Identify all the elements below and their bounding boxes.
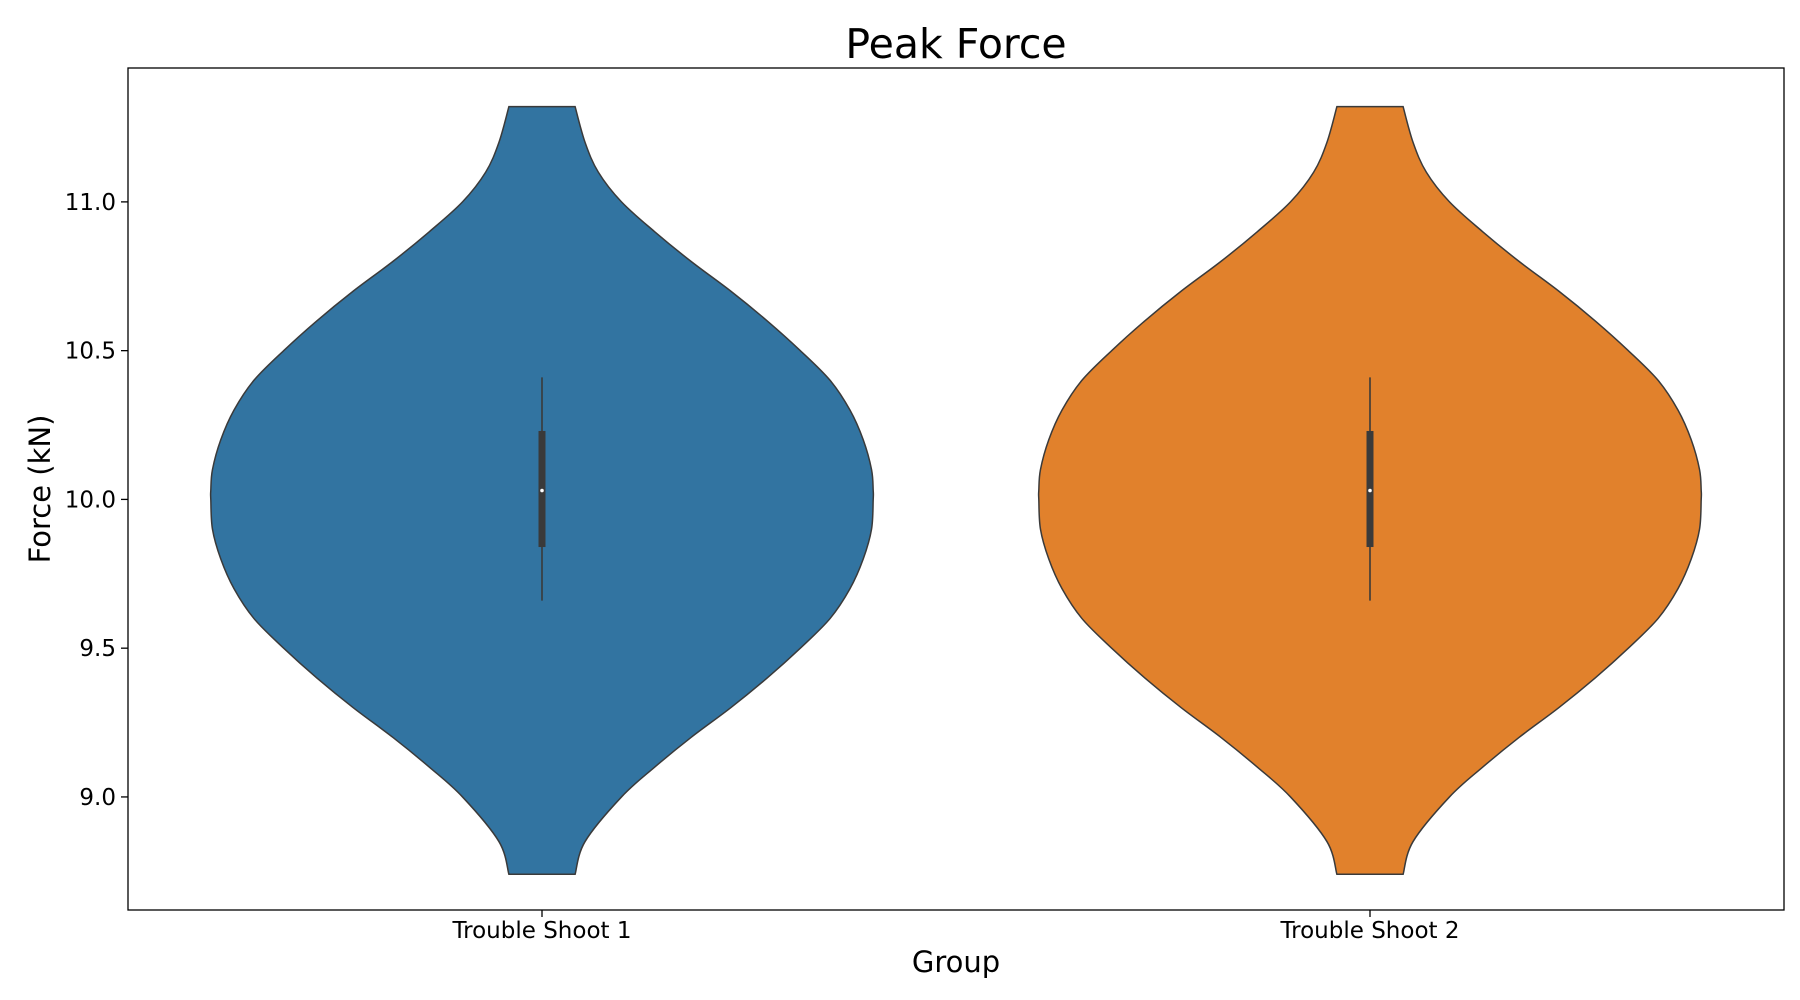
plot-frame — [127, 67, 1785, 911]
x-axis-label: Group — [912, 945, 1000, 979]
x-tick-label: Trouble Shoot 1 — [451, 918, 631, 944]
y-tick-label: 9.0 — [79, 785, 116, 811]
violins-layer — [209, 105, 1703, 876]
violin-median-point — [1368, 488, 1372, 493]
y-tick-label: 10.5 — [65, 339, 116, 365]
y-axis-label: Force (kN) — [23, 415, 57, 564]
chart-title: Peak Force — [845, 20, 1066, 68]
y-tick-label: 10.0 — [65, 487, 116, 513]
y-tick-label: 11.0 — [65, 190, 116, 216]
y-axis: 9.0 9.5 10.0 10.5 11.0 — [65, 190, 128, 811]
y-tick-label: 9.5 — [79, 636, 116, 662]
x-axis: Trouble Shoot 1 Trouble Shoot 2 — [451, 910, 1460, 944]
violin-median-point — [540, 488, 544, 493]
x-tick-label: Trouble Shoot 2 — [1279, 918, 1459, 944]
